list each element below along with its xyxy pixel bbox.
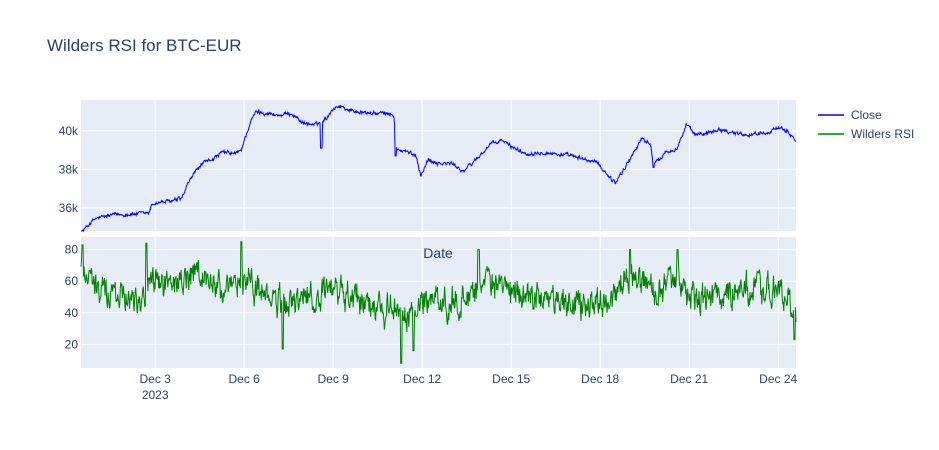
x-tick-year-label: 2023 [142, 388, 169, 402]
rsi-series [80, 241, 797, 364]
legend-item-wilders-rsi[interactable]: Wilders RSI [818, 127, 914, 141]
legend: Close Wilders RSI [818, 108, 914, 141]
y-tick-label: 60 [65, 274, 79, 288]
x-axis: Dec 3 2023 Dec 6 Dec 9 Dec 12 Dec 15 Dec 18 Dec… [139, 372, 797, 402]
rsi-y-axis: 20 40 60 80 [65, 243, 79, 352]
close-series [81, 104, 797, 233]
x-tick-label: Dec 24 [759, 372, 797, 386]
x-tick-label: Dec 15 [492, 372, 530, 386]
rsi-gridlines [81, 237, 796, 368]
y-tick-label: 40 [65, 306, 79, 320]
x-tick-label: Dec 6 [228, 372, 260, 386]
x-tick-label: Dec 18 [581, 372, 619, 386]
x-tick-label: Dec 3 [139, 372, 171, 386]
close-y-axis: 36k 38k 40k [59, 124, 79, 215]
x-tick-label: Dec 9 [317, 372, 349, 386]
close-gridlines [81, 100, 796, 231]
close-line [81, 104, 797, 233]
rsi-line [80, 241, 797, 364]
y-tick-label: 36k [59, 201, 79, 215]
chart-title: Wilders RSI for BTC-EUR [47, 36, 242, 55]
x-tick-label: Dec 12 [403, 372, 441, 386]
y-tick-label: 38k [59, 162, 79, 176]
y-tick-label: 40k [59, 124, 79, 138]
x-tick-label: Dec 21 [670, 372, 708, 386]
legend-item-close[interactable]: Close [818, 108, 882, 122]
legend-label-wilders-rsi: Wilders RSI [851, 127, 914, 141]
date-annotation: Date [423, 245, 453, 261]
legend-label-close: Close [851, 108, 882, 122]
y-tick-label: 20 [65, 337, 79, 351]
y-tick-label: 80 [65, 243, 79, 257]
